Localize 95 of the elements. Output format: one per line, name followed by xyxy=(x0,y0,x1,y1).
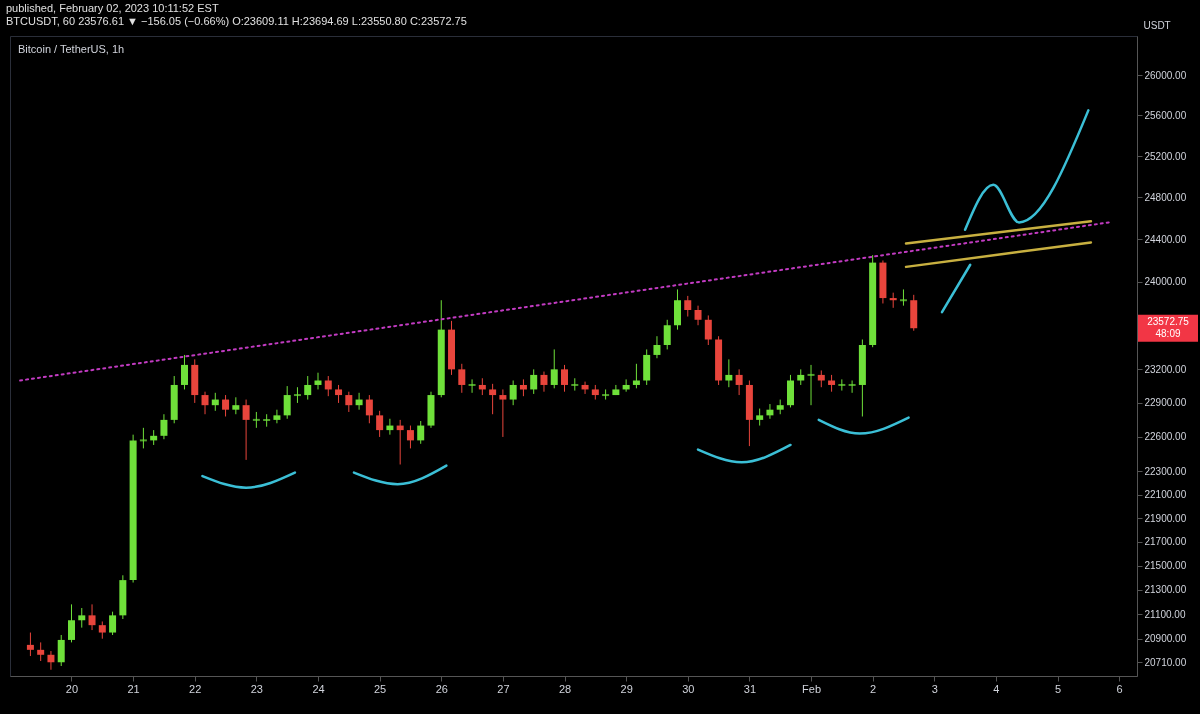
candlestick xyxy=(263,413,271,428)
y-tick-label: 22300.00 xyxy=(1144,465,1187,477)
candlestick xyxy=(222,394,230,417)
candlestick xyxy=(273,409,281,424)
y-tick-label: 20710.00 xyxy=(1144,656,1187,668)
y-tick-label: 21300.00 xyxy=(1144,584,1187,596)
candlestick xyxy=(499,388,507,438)
candlestick xyxy=(109,611,117,636)
y-tick-label: 24000.00 xyxy=(1144,276,1187,288)
candlestick xyxy=(622,378,630,393)
text: BTCUSDT, 60 23576.61 ▼ −156.05 (−0.66%) O:23609.11 H:23694.69 L:23550.80 C:23572.75 xyxy=(6,15,467,27)
candlestick xyxy=(602,388,610,401)
candlestick xyxy=(304,375,312,401)
candlestick xyxy=(458,363,466,394)
y-tick-label: 22900.00 xyxy=(1144,397,1187,409)
y-tick-label: 25200.00 xyxy=(1144,150,1187,162)
x-tick-label: 30 xyxy=(682,682,695,695)
candlestick xyxy=(26,632,34,657)
candlestick xyxy=(509,380,517,406)
x-tick-label: 4 xyxy=(993,682,1000,695)
candlestick xyxy=(242,399,250,461)
x-tick-label: 31 xyxy=(743,682,757,695)
x-tick-label: 29 xyxy=(620,682,633,695)
candlestick xyxy=(345,391,353,413)
candlestick xyxy=(550,348,558,389)
y-tick-label: 21100.00 xyxy=(1144,608,1186,620)
candlestick xyxy=(571,377,579,392)
x-tick-label: 6 xyxy=(1116,682,1123,695)
candlestick xyxy=(57,634,65,667)
candlestick xyxy=(838,378,846,392)
candlestick xyxy=(365,394,373,424)
candlestick xyxy=(47,650,55,671)
candlestick xyxy=(735,368,743,396)
x-tick-label: 3 xyxy=(931,682,938,695)
text: 48:09 xyxy=(1155,328,1181,340)
x-tick-label: 24 xyxy=(312,682,325,695)
candlestick xyxy=(530,368,538,395)
candlestick xyxy=(37,641,45,662)
x-tick-label: 21 xyxy=(127,682,140,695)
y-tick-label: 24400.00 xyxy=(1144,233,1187,245)
x-tick-label: 26 xyxy=(435,682,448,695)
y-tick-label: 22600.00 xyxy=(1144,431,1187,443)
candlestick xyxy=(88,603,96,631)
x-tick-label: 5 xyxy=(1054,682,1062,695)
line-series xyxy=(963,109,1090,231)
candlestick xyxy=(848,380,856,394)
candlestick xyxy=(684,295,692,318)
y-tick-label: 21900.00 xyxy=(1144,512,1187,524)
candlestick xyxy=(694,305,702,326)
y-tick-label: 22100.00 xyxy=(1144,489,1187,501)
candlestick xyxy=(160,413,168,440)
y-tick-label: 23200.00 xyxy=(1144,363,1187,375)
candlestick xyxy=(324,375,332,397)
candlestick xyxy=(632,363,640,389)
candlestick xyxy=(807,364,815,406)
candlestick xyxy=(67,603,75,643)
y-tick-label: 25600.00 xyxy=(1144,109,1187,121)
candlestick xyxy=(468,378,476,394)
candlestick xyxy=(540,371,548,393)
text: published, February 02, 2023 10:11:52 EST xyxy=(6,2,219,14)
candlestick xyxy=(725,358,733,388)
x-tick-label: 22 xyxy=(189,682,202,695)
candlestick xyxy=(704,314,712,346)
x-tick-label: 20 xyxy=(65,682,79,695)
x-tick-label: 25 xyxy=(374,682,387,695)
candlestick xyxy=(406,425,414,449)
y-tick-label: 24800.00 xyxy=(1144,191,1187,203)
text: Bitcoin / TetherUS, 1h xyxy=(18,43,125,55)
y-tick-label: 26000.00 xyxy=(1144,69,1187,81)
candlestick xyxy=(376,410,384,438)
x-tick-label: 28 xyxy=(558,682,572,695)
candlestick xyxy=(139,427,147,449)
candlestick xyxy=(283,385,291,420)
candlestick xyxy=(653,335,661,359)
y-axis-title: USDT xyxy=(1143,19,1171,31)
y-tick-label: 21700.00 xyxy=(1144,536,1187,548)
x-tick-label: 23 xyxy=(250,682,263,695)
candlestick xyxy=(663,319,671,350)
y-tick-label: 20900.00 xyxy=(1144,633,1187,645)
candlestick xyxy=(489,383,497,415)
y-tick-label: 21500.00 xyxy=(1144,560,1187,572)
text: 23572.75 xyxy=(1147,316,1190,328)
candlestick xyxy=(180,354,188,390)
x-tick-label: 27 xyxy=(497,682,510,695)
candlestick xyxy=(581,381,589,395)
candlestick xyxy=(355,392,363,411)
candlestick xyxy=(314,372,322,390)
x-tick-label: 2 xyxy=(870,682,877,695)
candlestick xyxy=(201,391,209,415)
candlestick xyxy=(417,420,425,445)
candlestick xyxy=(78,607,86,629)
candlestick xyxy=(899,288,907,307)
x-tick-label: Feb xyxy=(802,682,822,695)
candlestick xyxy=(561,364,569,393)
candlestick xyxy=(211,392,219,412)
